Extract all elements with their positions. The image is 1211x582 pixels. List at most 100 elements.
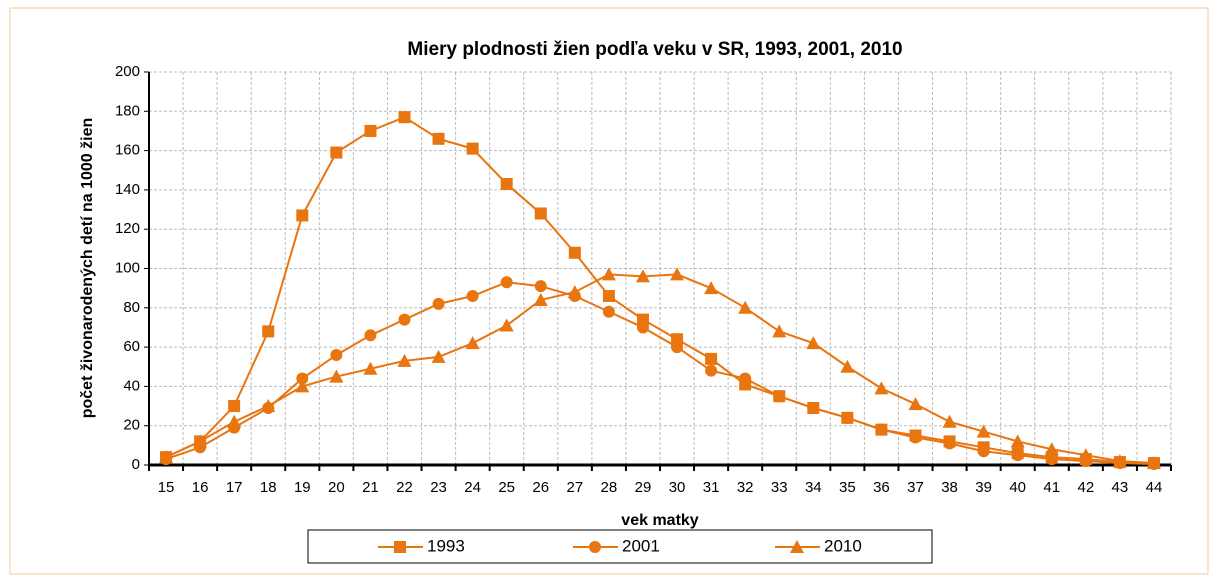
x-tick-label: 43 — [1112, 479, 1129, 496]
data-point — [875, 423, 888, 436]
y-tick-label: 60 — [123, 338, 140, 355]
y-axis-label: počet živonarodených detí na 1000 žien — [79, 118, 96, 419]
data-point — [1146, 456, 1161, 470]
y-tick-label: 20 — [123, 417, 140, 434]
y-tick-label: 100 — [115, 259, 140, 276]
data-point — [432, 132, 445, 145]
data-point — [567, 285, 582, 299]
data-point — [295, 379, 310, 393]
legend-label: 1993 — [427, 536, 465, 555]
x-tick-label: 39 — [975, 479, 992, 496]
y-tick-label: 200 — [115, 63, 140, 80]
data-point — [398, 111, 411, 124]
x-tick-label: 30 — [669, 479, 686, 496]
data-point — [1044, 442, 1059, 456]
x-tick-label: 42 — [1077, 479, 1094, 496]
x-tick-label: 26 — [532, 479, 549, 496]
data-point — [500, 276, 513, 289]
x-tick-label: 20 — [328, 479, 345, 496]
y-tick-label: 120 — [115, 220, 140, 237]
data-point — [534, 207, 547, 220]
data-point — [635, 269, 650, 283]
data-point — [840, 359, 855, 373]
data-point — [671, 341, 684, 354]
x-tick-label: 34 — [805, 479, 822, 496]
data-point — [296, 372, 309, 385]
data-point — [364, 124, 377, 137]
data-point — [262, 325, 275, 338]
data-point — [364, 329, 377, 342]
data-point — [261, 399, 276, 413]
x-tick-label: 44 — [1146, 479, 1163, 496]
data-point — [228, 400, 241, 413]
data-point — [942, 414, 957, 428]
x-axis-label: vek matky — [621, 512, 698, 529]
legend-marker — [394, 541, 406, 553]
y-tick-label: 40 — [123, 377, 140, 394]
data-point — [670, 267, 685, 281]
data-point — [841, 411, 854, 424]
data-point — [976, 424, 991, 438]
x-tick-label: 40 — [1009, 479, 1026, 496]
data-point — [193, 434, 208, 448]
data-point — [466, 290, 479, 303]
x-tick-label: 31 — [703, 479, 720, 496]
x-tick-label: 21 — [362, 479, 379, 496]
data-point — [909, 431, 922, 444]
data-point — [330, 348, 343, 361]
legend-marker — [589, 541, 601, 553]
data-point — [636, 321, 649, 334]
data-point — [772, 324, 787, 338]
data-point — [739, 372, 752, 385]
legend-label: 2010 — [824, 536, 862, 555]
data-point — [705, 364, 718, 377]
data-point — [363, 361, 378, 375]
x-tick-label: 25 — [498, 479, 515, 496]
x-tick-label: 22 — [396, 479, 413, 496]
x-tick-label: 32 — [737, 479, 754, 496]
data-point — [908, 397, 923, 411]
x-tick-label: 41 — [1043, 479, 1060, 496]
data-point — [227, 414, 242, 428]
x-tick-label: 33 — [771, 479, 788, 496]
y-tick-label: 0 — [132, 456, 140, 473]
data-point — [1078, 448, 1093, 462]
x-tick-label: 37 — [907, 479, 924, 496]
x-tick-label: 24 — [464, 479, 481, 496]
data-point — [773, 390, 786, 403]
data-point — [534, 280, 547, 293]
data-point — [602, 290, 615, 303]
data-point — [943, 437, 956, 450]
legend-marker — [790, 540, 804, 553]
data-point — [602, 305, 615, 318]
data-point — [807, 402, 820, 415]
x-tick-label: 27 — [566, 479, 583, 496]
series-line — [165, 273, 1155, 465]
data-point — [465, 336, 480, 350]
y-tick-label: 140 — [115, 181, 140, 198]
x-tick-label: 19 — [294, 479, 311, 496]
x-tick-label: 29 — [635, 479, 652, 496]
x-tick-label: 38 — [941, 479, 958, 496]
data-point — [296, 209, 309, 222]
data-point — [499, 318, 514, 332]
data-point — [432, 297, 445, 310]
x-tick-label: 15 — [158, 479, 175, 496]
x-tick-label: 17 — [226, 479, 243, 496]
data-point — [1011, 449, 1024, 462]
data-point — [330, 146, 343, 159]
legend-label: 2001 — [622, 536, 660, 555]
data-point — [977, 445, 990, 458]
x-tick-label: 36 — [873, 479, 890, 496]
x-tick-label: 28 — [601, 479, 618, 496]
data-point — [806, 336, 821, 350]
data-point — [466, 142, 479, 155]
x-tick-label: 18 — [260, 479, 277, 496]
y-tick-label: 80 — [123, 299, 140, 316]
data-point — [738, 300, 753, 314]
data-point — [705, 352, 718, 365]
data-point — [500, 178, 513, 191]
data-point — [329, 369, 344, 383]
data-point — [1010, 434, 1025, 448]
